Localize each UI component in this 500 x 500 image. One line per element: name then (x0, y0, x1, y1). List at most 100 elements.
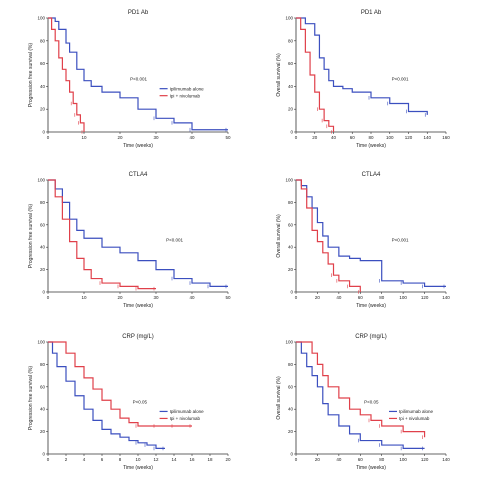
x-axis-label: Time (weeks) (356, 465, 386, 471)
y-tick-label: 60 (288, 384, 294, 389)
x-tick-label: 40 (189, 135, 195, 140)
x-tick-label: 60 (358, 457, 364, 462)
y-tick-label: 0 (42, 130, 45, 135)
y-tick-label: 60 (288, 61, 294, 66)
x-tick-label: 30 (153, 135, 159, 140)
y-tick-label: 40 (288, 407, 294, 412)
km-panel-4: CTLA4 0 20 40 60 80 100 0 20 40 60 80 100 120 140 Time … (276, 172, 450, 309)
x-tick-label: 30 (153, 295, 159, 300)
y-tick-label: 0 (42, 452, 45, 457)
y-tick-label: 100 (285, 16, 293, 21)
x-tick-label: 0 (47, 295, 50, 300)
y-tick-label: 20 (40, 107, 46, 112)
x-tick-label: 120 (405, 135, 413, 140)
y-tick-label: 80 (40, 200, 46, 205)
km-curve-red (296, 17, 335, 132)
x-tick-label: 20 (315, 295, 321, 300)
y-tick-label: 20 (288, 267, 294, 272)
km-curve-red (48, 341, 192, 427)
x-axis-label: Time (weeks) (356, 143, 386, 149)
chart-title: CTLA4 (129, 172, 148, 178)
y-tick-label: 40 (40, 84, 46, 89)
x-tick-label: 18 (207, 457, 213, 462)
y-tick-label: 60 (40, 61, 46, 66)
x-tick-label: 16 (189, 457, 195, 462)
y-tick-label: 0 (42, 290, 45, 295)
x-axis-label: Time (weeks) (123, 303, 153, 309)
x-tick-label: 40 (336, 295, 342, 300)
x-tick-label: 20 (117, 135, 123, 140)
y-tick-label: 80 (40, 38, 46, 43)
x-tick-label: 100 (386, 135, 394, 140)
legend-label: Ipilimumab alone (170, 86, 205, 91)
x-tick-label: 12 (153, 457, 159, 462)
x-tick-label: 4 (83, 457, 86, 462)
x-tick-label: 0 (295, 135, 298, 140)
x-tick-label: 20 (312, 135, 318, 140)
y-tick-label: 40 (288, 84, 294, 89)
y-tick-label: 60 (288, 222, 294, 227)
p-value-label: P<0.001 (392, 238, 409, 243)
x-tick-label: 50 (225, 295, 231, 300)
x-tick-label: 140 (442, 295, 450, 300)
x-tick-label: 8 (119, 457, 122, 462)
chart-title: PD1 Ab (361, 10, 382, 16)
y-tick-label: 80 (288, 200, 294, 205)
x-axis-label: Time (weeks) (123, 465, 153, 471)
x-tick-label: 40 (336, 457, 342, 462)
x-tick-label: 80 (379, 295, 385, 300)
x-tick-label: 80 (379, 457, 385, 462)
x-tick-label: 120 (421, 295, 429, 300)
x-tick-label: 60 (358, 295, 364, 300)
x-tick-label: 10 (81, 135, 87, 140)
km-panel-2: PD1 Ab 0 20 40 60 80 100 0 20 40 60 80 100 120 140 160 T… (276, 10, 450, 149)
x-tick-label: 0 (295, 457, 298, 462)
x-tick-label: 40 (189, 295, 195, 300)
km-panel-6: CRP (mg/L) 0 20 40 60 80 100 0 20 40 60 80 100 120 140… (276, 334, 450, 471)
y-tick-label: 60 (40, 222, 46, 227)
y-tick-label: 20 (288, 429, 294, 434)
y-axis-label: Overall survival (%) (276, 376, 282, 420)
x-tick-label: 20 (225, 457, 231, 462)
y-tick-label: 40 (40, 245, 46, 250)
x-tick-label: 0 (47, 457, 50, 462)
y-axis-label: Progression free survival (%) (28, 204, 34, 269)
y-tick-label: 0 (290, 130, 293, 135)
p-value-label: P<0.001 (130, 77, 147, 82)
x-tick-label: 0 (295, 295, 298, 300)
km-curve-blue (296, 179, 446, 287)
y-tick-label: 0 (290, 290, 293, 295)
y-axis-label: Progression free survival (%) (28, 43, 34, 108)
km-curve-red (296, 341, 426, 438)
x-tick-label: 20 (117, 295, 123, 300)
y-tick-label: 20 (40, 429, 46, 434)
x-tick-label: 0 (47, 135, 50, 140)
y-tick-label: 20 (40, 267, 46, 272)
y-tick-label: 100 (285, 178, 293, 183)
legend-label: Ipi + nivolumab (170, 93, 201, 98)
x-tick-label: 80 (368, 135, 374, 140)
km-panel-3: CTLA4 0 20 40 60 80 100 0 10 20 30 40 50 Time (weeks)… (28, 172, 231, 309)
y-tick-label: 100 (37, 16, 45, 21)
km-panel-1: PD1 Ab 0 20 40 60 80 100 0 10 20 30 40 50 Time (weeks… (28, 10, 231, 149)
y-tick-label: 100 (37, 178, 45, 183)
y-tick-label: 100 (285, 340, 293, 345)
y-tick-label: 80 (288, 38, 294, 43)
legend-label: Ipi + nivolumab (399, 416, 430, 421)
x-axis-label: Time (weeks) (356, 303, 386, 309)
x-tick-label: 100 (399, 457, 407, 462)
km-panel-5: CRP (mg/L) 0 20 40 60 80 100 0 2 4 6 8 10 12 14 16 18 20 T… (28, 334, 231, 471)
x-tick-label: 160 (442, 135, 450, 140)
y-axis-label: Overall survival (%) (276, 53, 282, 97)
x-tick-label: 20 (315, 457, 321, 462)
chart-title: CRP (mg/L) (122, 334, 154, 340)
km-curve-blue (48, 17, 228, 131)
y-tick-label: 0 (290, 452, 293, 457)
chart-title: CTLA4 (362, 172, 381, 178)
x-tick-label: 140 (423, 135, 431, 140)
p-value-label: P<0.05 (364, 400, 379, 405)
y-tick-label: 60 (40, 384, 46, 389)
y-tick-label: 80 (288, 362, 294, 367)
